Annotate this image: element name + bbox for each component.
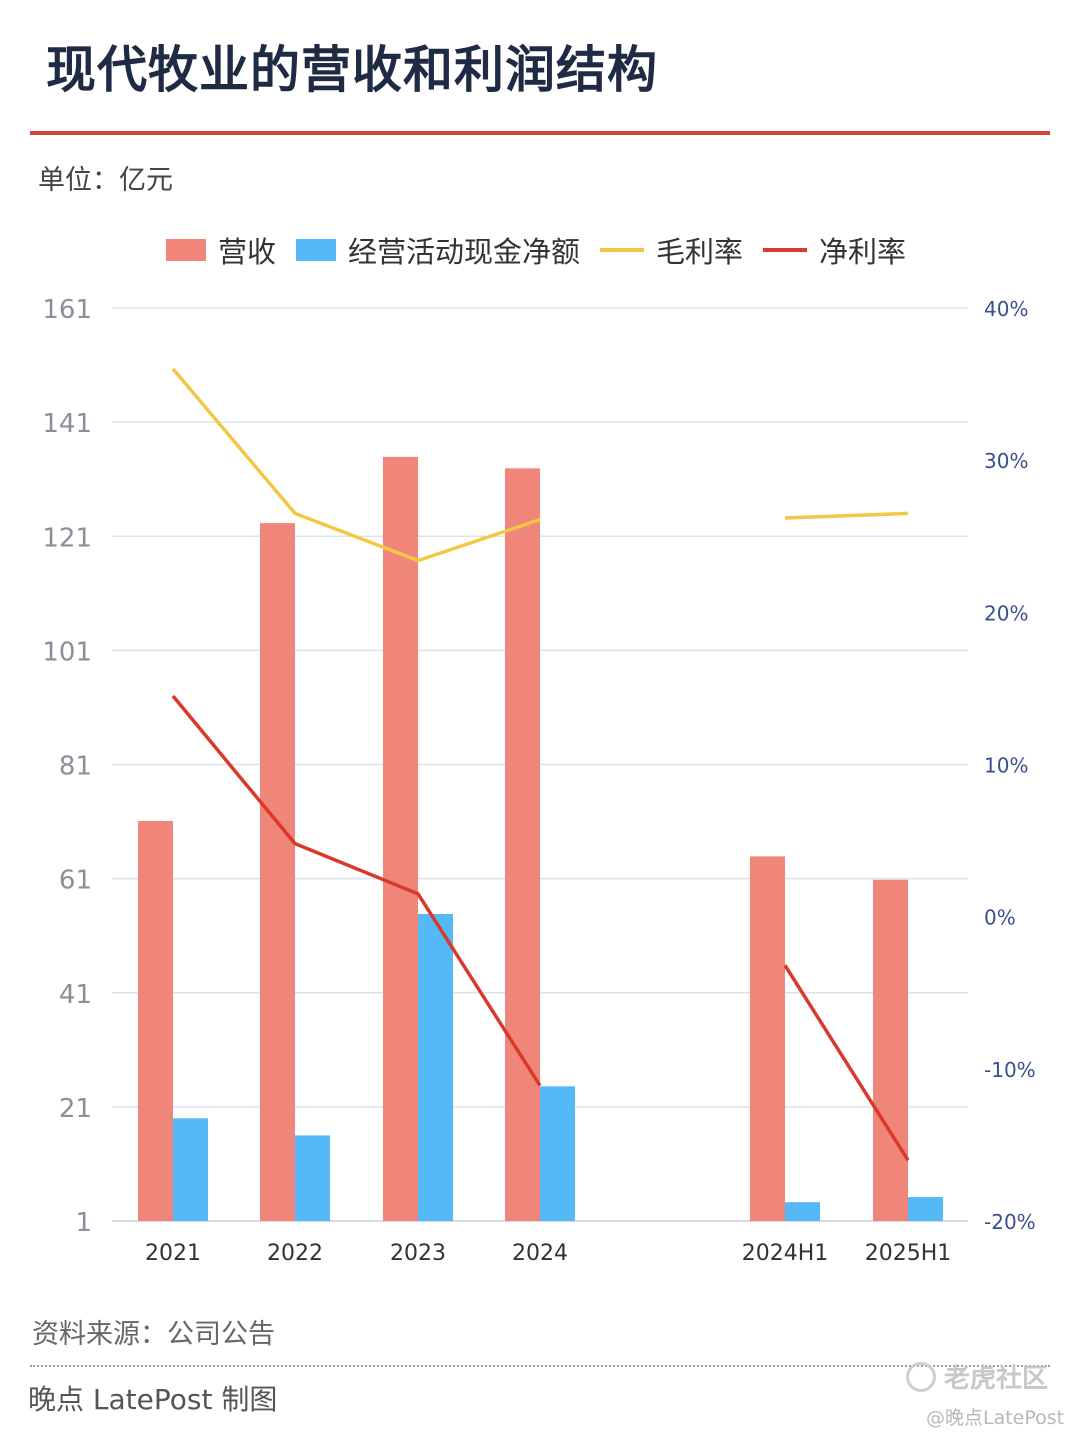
line-gross-margin [784, 511, 909, 520]
footer-divider [30, 1365, 1050, 1367]
bar-cashflow [908, 1197, 943, 1221]
y-left-tick-label: 61 [59, 866, 92, 896]
legend-swatch-revenue [166, 239, 206, 261]
y-right-tick-label: -20% [984, 1210, 1036, 1234]
y-left-tick-label: 1 [75, 1208, 92, 1238]
legend-label-net-margin: 净利率 [819, 235, 907, 269]
chart-canvas: 161 141 121 101 81 61 41 21 1 40% 30% 20% 10% 0% -10% -… [42, 295, 1036, 1266]
line-net-margin [171, 694, 542, 1087]
legend-swatch-gross-margin [600, 248, 645, 252]
y-right-tick-label: 0% [984, 906, 1016, 930]
y-left-tick-label: 21 [59, 1094, 92, 1124]
y-left-tick-label: 141 [42, 409, 92, 439]
bar-cashflow [295, 1135, 330, 1221]
x-tick-label: 2025H1 [865, 1241, 952, 1266]
title-divider [30, 131, 1050, 135]
unit-label: 单位：亿元 [38, 165, 173, 196]
line-net-margin [783, 964, 910, 1162]
y-right-tick-label: 10% [984, 754, 1028, 778]
community-watermark: 老虎社区 [906, 1358, 1048, 1395]
bar-revenue [138, 820, 173, 1221]
legend-label-cashflow: 经营活动现金净额 [348, 235, 581, 269]
y-right-tick-label: 30% [984, 449, 1028, 473]
page-title: 现代牧业的营收和利润结构 [46, 41, 658, 99]
legend-label-revenue: 营收 [218, 235, 277, 269]
bar-cashflow [418, 914, 453, 1221]
bar-revenue [873, 879, 908, 1221]
community-watermark-text: 老虎社区 [944, 1364, 1049, 1394]
bar-cashflow [540, 1086, 575, 1221]
bar-revenue [383, 456, 418, 1222]
legend-swatch-cashflow [296, 239, 337, 261]
bar-cashflow [173, 1118, 208, 1221]
y-right-tick-label: 20% [984, 601, 1028, 625]
credit-note: 晚点 LatePost 制图 [28, 1383, 278, 1416]
x-tick-label: 2023 [390, 1241, 446, 1266]
y-left-tick-label: 41 [59, 980, 92, 1010]
x-tick-label: 2024H1 [742, 1241, 829, 1266]
y-right-tick-label: -10% [984, 1058, 1036, 1082]
bar-revenue [260, 523, 295, 1221]
handle-watermark: @晚点LatePost [926, 1407, 1065, 1429]
y-left-tick-label: 161 [42, 295, 92, 325]
x-tick-label: 2022 [267, 1241, 323, 1266]
legend-item-net-margin: 净利率 [763, 229, 906, 271]
chart-legend: 营收 经营活动现金净额 毛利率 净利率 [166, 228, 926, 272]
community-logo-icon [906, 1361, 936, 1392]
y-left-tick-label: 121 [42, 523, 92, 553]
line-gross-margin [171, 367, 541, 563]
legend-item-cashflow: 经营活动现金净额 [296, 229, 580, 271]
bar-revenue [505, 468, 540, 1222]
x-tick-label: 2021 [145, 1241, 201, 1266]
y-left-tick-label: 101 [42, 637, 92, 667]
bar-cashflow [785, 1202, 820, 1221]
y-left-tick-label: 81 [59, 752, 92, 782]
y-right-tick-label: 40% [984, 297, 1028, 321]
legend-label-gross-margin: 毛利率 [656, 235, 744, 269]
legend-swatch-net-margin [763, 248, 808, 252]
legend-item-revenue: 营收 [166, 229, 276, 271]
bar-revenue [750, 856, 785, 1221]
x-tick-label: 2024 [512, 1241, 568, 1266]
source-note: 资料来源：公司公告 [32, 1319, 275, 1350]
legend-item-gross-margin: 毛利率 [600, 229, 743, 271]
